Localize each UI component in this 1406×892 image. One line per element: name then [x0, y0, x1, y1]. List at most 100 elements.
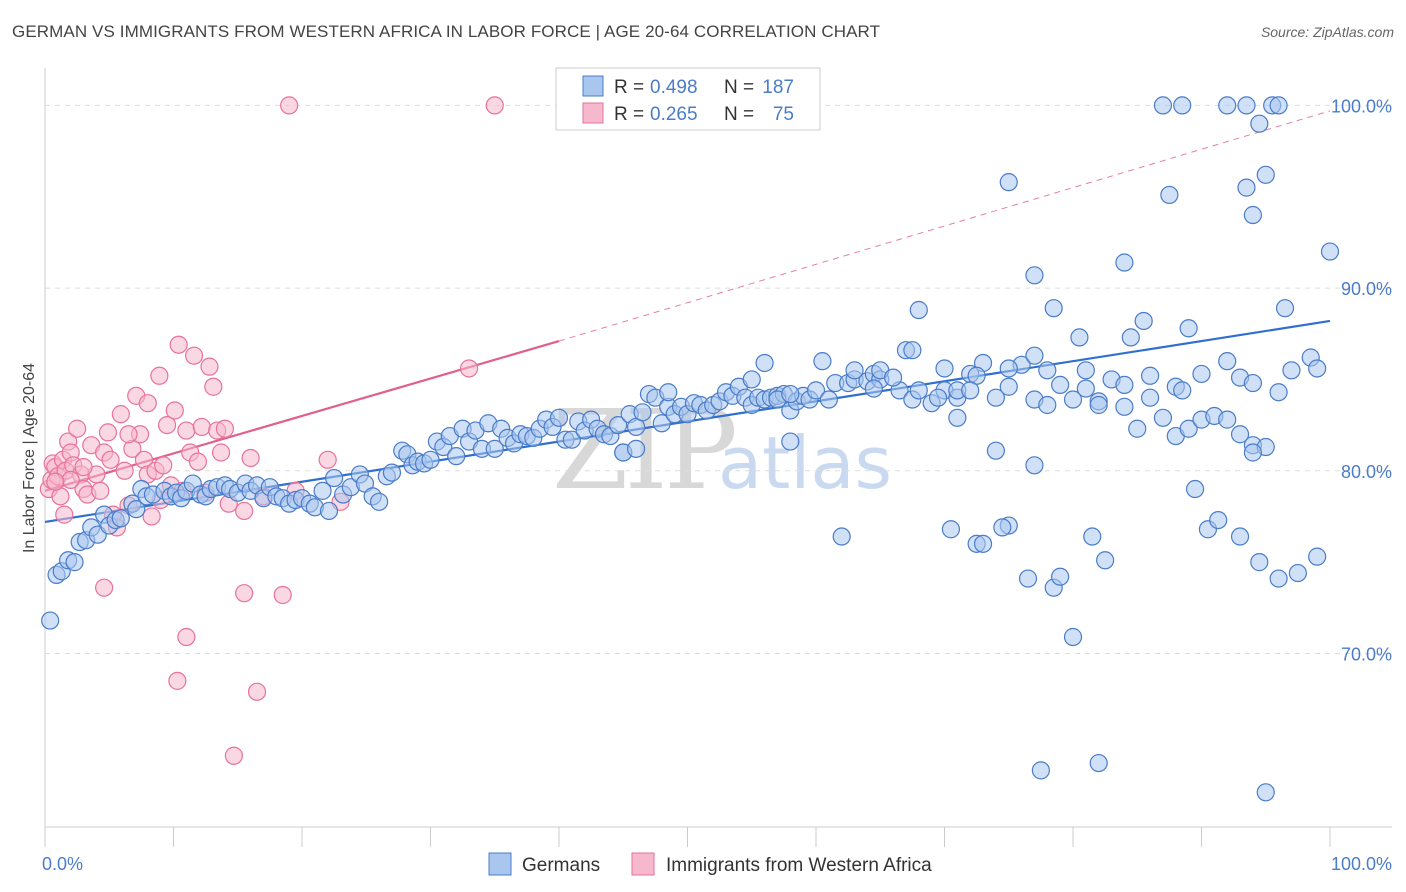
- series-immigrants-western-africa: [39, 96, 504, 765]
- point-germans-119: [806, 381, 826, 400]
- legend-r-value-immigrants: 0.265: [650, 104, 698, 125]
- point-germans-219: [832, 527, 851, 546]
- point-germans-158: [626, 439, 646, 458]
- y-tick-label-3: 100.0%: [1331, 96, 1392, 116]
- point-germans-88: [609, 415, 628, 435]
- point-germans-173: [1089, 395, 1108, 415]
- gridlines: [45, 104, 1392, 654]
- point-germans-204: [1115, 253, 1134, 272]
- point-germans-79: [549, 408, 569, 427]
- x-tick-label-min: 0.0%: [42, 854, 83, 874]
- point-germans-182: [1282, 361, 1301, 380]
- bottom-legend-swatch-germans: [488, 852, 512, 876]
- point-immigrants-11: [68, 419, 87, 438]
- point-germans-159: [659, 383, 678, 402]
- point-immigrants-67: [61, 470, 80, 490]
- point-germans-187: [1230, 527, 1250, 546]
- point-germans-188: [1250, 553, 1269, 572]
- point-germans-139: [1038, 395, 1057, 415]
- point-germans-170: [1025, 346, 1044, 365]
- point-germans-142: [1076, 379, 1095, 398]
- point-germans-210: [1179, 319, 1198, 338]
- point-immigrants-61: [273, 585, 292, 605]
- point-immigrants-17: [91, 481, 110, 500]
- point-germans-153: [1218, 410, 1237, 429]
- bottom-legend-immigrants: Immigrants from Western Africa: [666, 855, 932, 876]
- point-germans-163: [813, 352, 832, 371]
- source-credit: Source: ZipAtlas.com: [1260, 24, 1394, 40]
- point-immigrants-63: [318, 450, 337, 469]
- point-germans-189: [1269, 569, 1288, 588]
- point-germans-141: [1063, 390, 1083, 409]
- legend-n-value-germans: 187: [762, 77, 794, 98]
- point-germans-174: [1115, 397, 1134, 416]
- point-germans-172: [1076, 361, 1095, 380]
- point-germans-169: [999, 359, 1018, 378]
- point-germans-63: [447, 447, 466, 466]
- point-germans-239: [864, 379, 883, 398]
- point-immigrants-46: [200, 357, 219, 376]
- point-immigrants-73: [485, 96, 504, 115]
- point-germans-45: [325, 468, 344, 488]
- legend-r-value-germans: 0.498: [650, 77, 698, 98]
- point-germans-147: [1140, 388, 1160, 407]
- point-immigrants-34: [154, 456, 173, 475]
- point-germans-199: [1256, 165, 1275, 184]
- point-germans-166: [935, 359, 954, 378]
- point-immigrants-68: [138, 394, 157, 413]
- legend-r-label-germans: R =: [614, 77, 644, 98]
- point-germans-154: [1230, 425, 1250, 444]
- point-germans-237: [928, 388, 948, 407]
- y-tick-labels: 70.0% 80.0% 90.0% 100.0%: [1331, 96, 1392, 664]
- point-germans-211: [1070, 328, 1089, 347]
- point-immigrants-72: [280, 96, 299, 115]
- point-germans-53: [382, 463, 402, 482]
- point-germans-232: [1031, 761, 1050, 780]
- point-germans-181: [1269, 383, 1288, 402]
- point-germans-184: [1308, 359, 1327, 378]
- point-germans-92: [633, 403, 652, 422]
- point-immigrants-37: [165, 401, 184, 420]
- point-immigrants-55: [224, 746, 243, 765]
- point-germans-231: [1243, 443, 1263, 462]
- point-immigrants-31: [142, 507, 161, 526]
- point-germans-150: [1179, 419, 1198, 438]
- point-germans-206: [1320, 242, 1340, 261]
- point-immigrants-24: [115, 461, 134, 480]
- point-germans-95: [652, 414, 671, 433]
- point-germans-215: [845, 361, 864, 380]
- point-immigrants-74: [459, 359, 479, 378]
- point-germans-228: [1083, 527, 1102, 546]
- point-germans-196: [1250, 114, 1269, 133]
- point-germans-43: [313, 481, 332, 500]
- point-immigrants-20: [101, 450, 120, 469]
- point-immigrants-47: [204, 377, 223, 396]
- point-germans-227: [1063, 627, 1083, 647]
- point-germans-178: [1218, 352, 1237, 371]
- point-germans-205: [1025, 266, 1044, 285]
- point-immigrants-53: [177, 627, 196, 647]
- point-germans-198: [1269, 96, 1288, 115]
- point-germans-191: [1308, 547, 1327, 566]
- point-germans-120: [819, 390, 838, 409]
- point-germans-240: [986, 441, 1006, 460]
- y-axis-title: In Labor Force | Age 20-64: [21, 363, 38, 553]
- point-germans-51: [370, 492, 389, 511]
- point-immigrants-59: [235, 584, 254, 603]
- point-germans-213: [909, 300, 928, 320]
- series-legend: Germans Immigrants from Western Africa: [488, 852, 932, 876]
- point-immigrants-65: [119, 425, 138, 444]
- point-immigrants-43: [188, 452, 208, 471]
- point-immigrants-71: [46, 472, 65, 491]
- axes: [44, 68, 1392, 847]
- point-germans-129: [909, 381, 928, 400]
- stats-legend: R = 0.498 N = 187 R = 0.265 N = 75: [555, 67, 821, 131]
- point-immigrants-70: [55, 505, 74, 524]
- point-germans-241: [948, 408, 967, 427]
- point-germans-202: [1160, 185, 1179, 205]
- point-immigrants-54: [168, 671, 187, 690]
- point-germans-200: [1237, 178, 1256, 197]
- legend-n-label-germans: N =: [724, 77, 754, 98]
- point-germans-4: [65, 553, 84, 572]
